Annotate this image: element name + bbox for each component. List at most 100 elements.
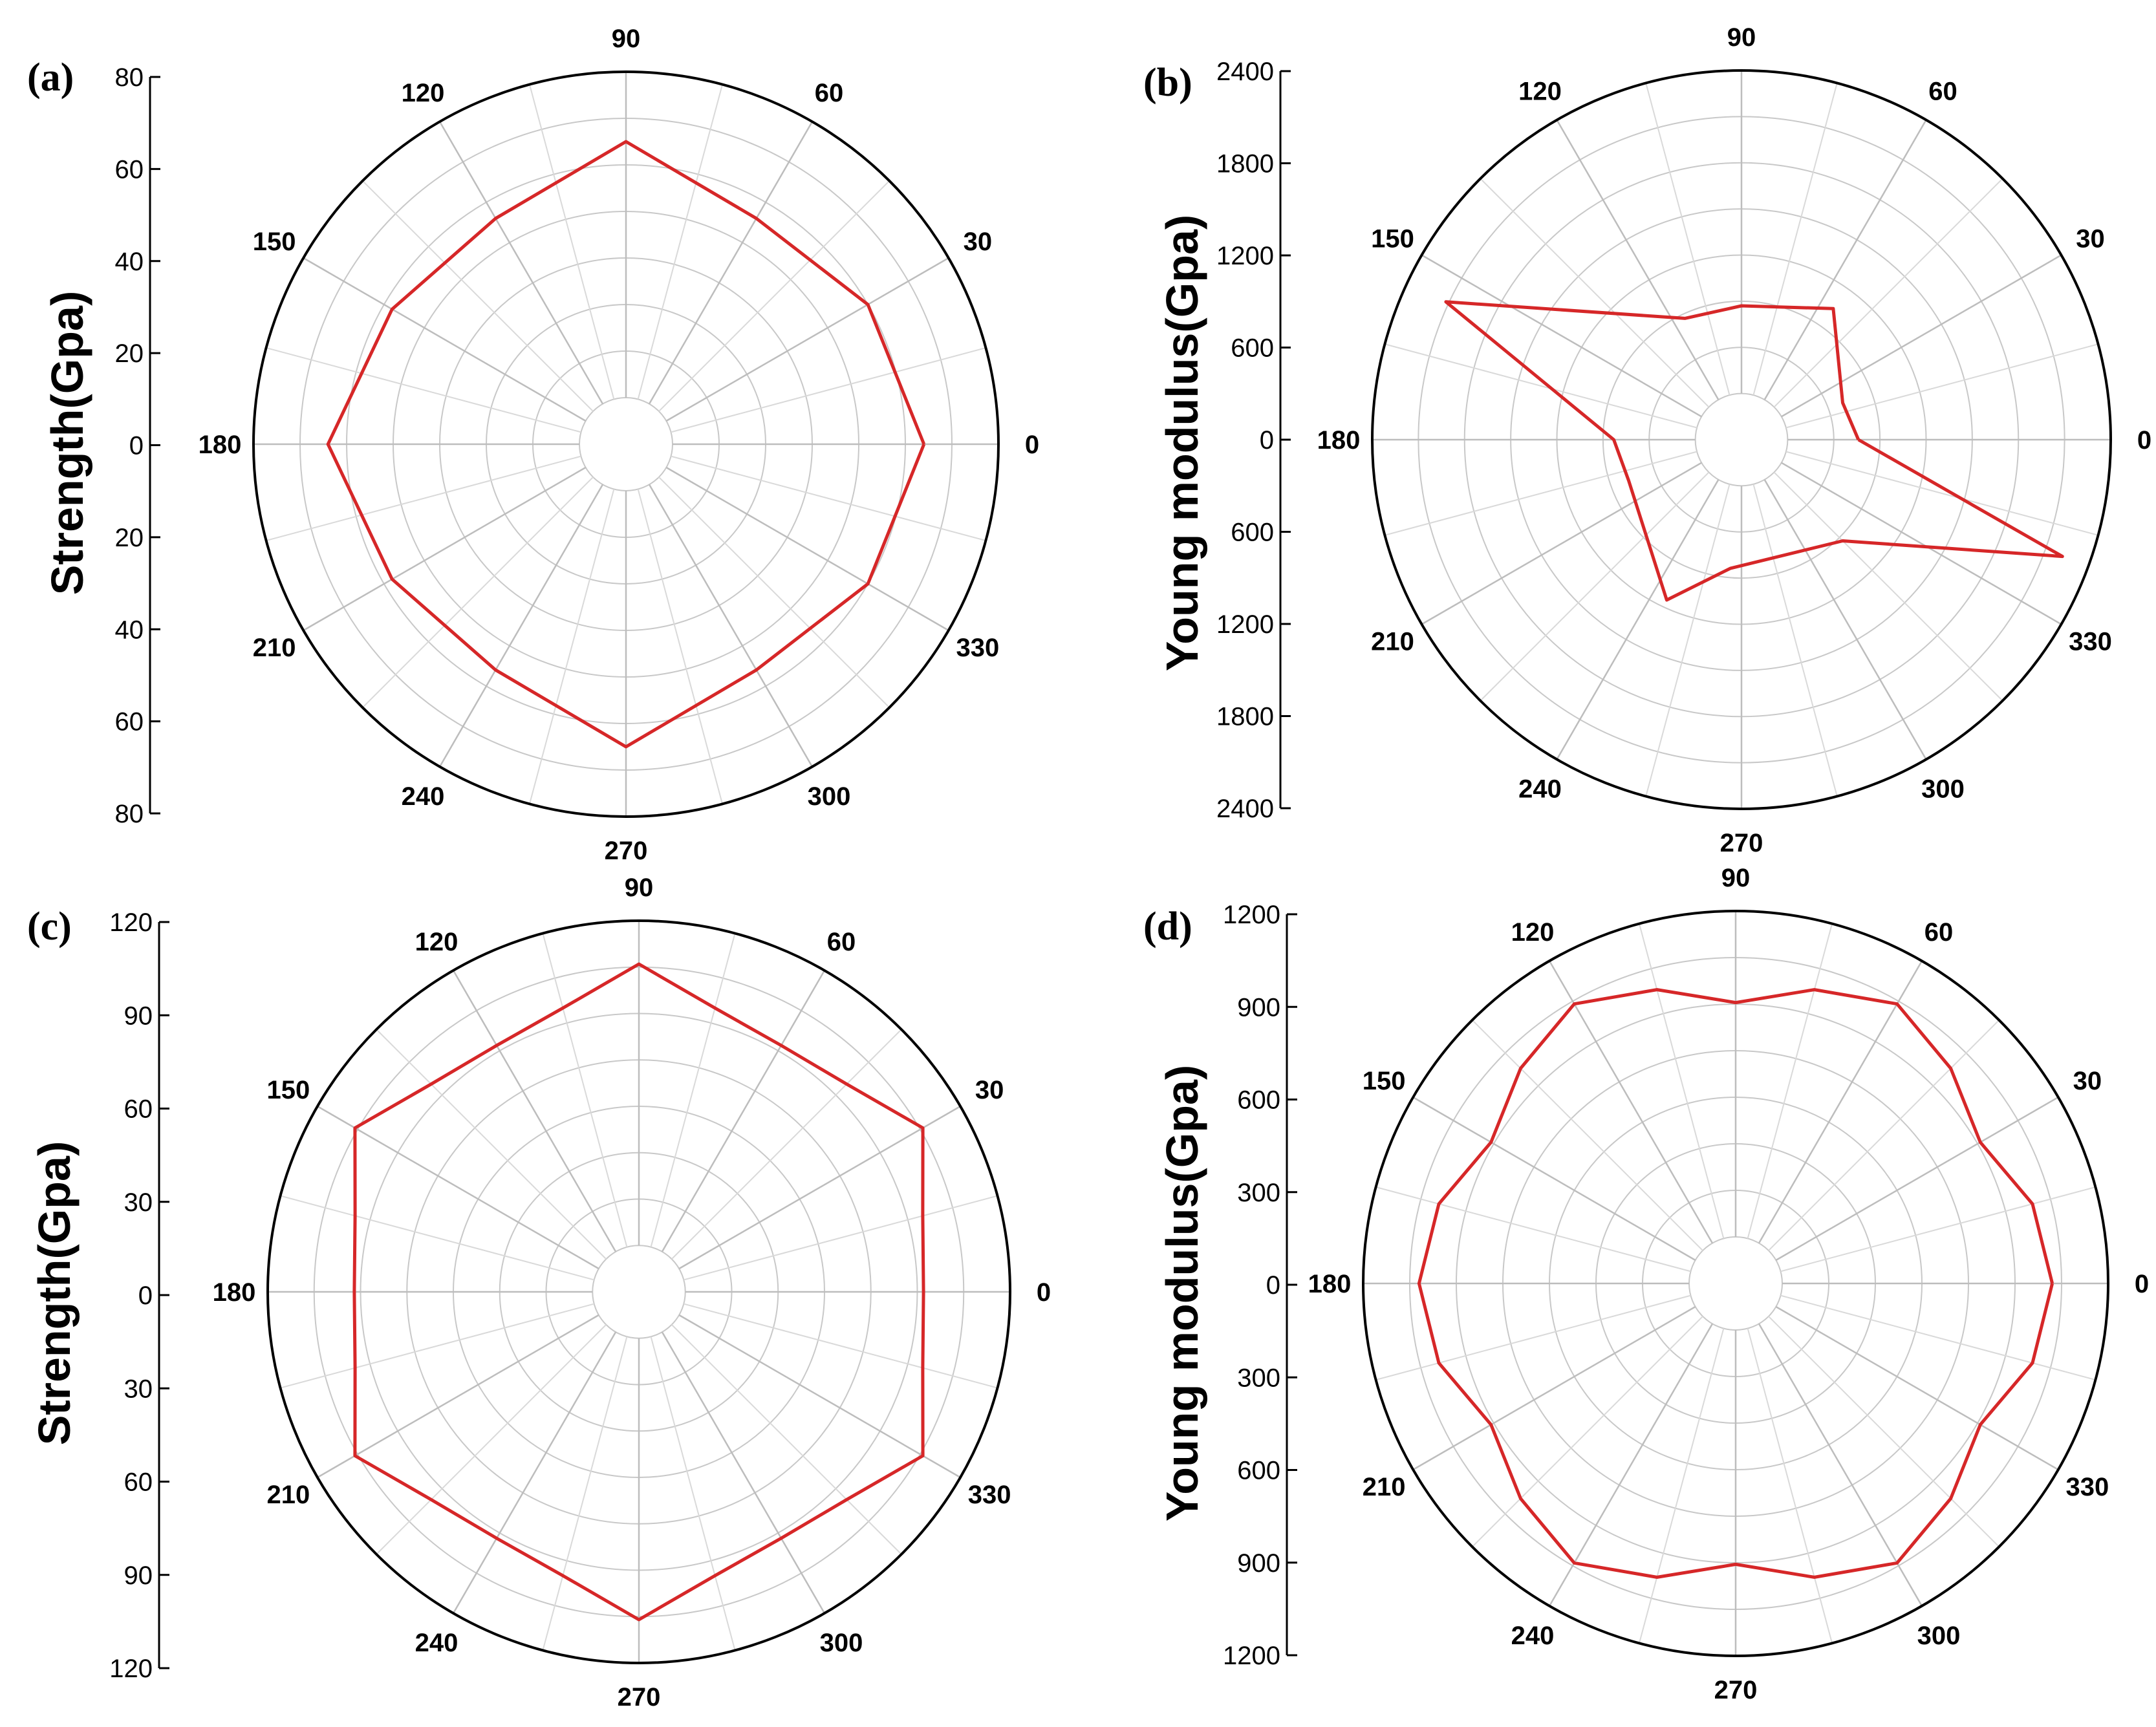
radial-tick-label: 300 <box>1237 1364 1280 1392</box>
panel-d-ylabel: Young modulus(Gpa) <box>1157 1065 1207 1521</box>
panel-b: (b) Young modulus(Gpa) 0 30 60 90 120 150 180 2… <box>1143 23 2151 857</box>
spoke-line-minor <box>1752 83 1838 396</box>
spoke-line-minor <box>528 84 615 400</box>
spoke-line-minor <box>684 1303 998 1389</box>
spoke-line-minor <box>1385 451 1698 536</box>
spoke-line-major <box>1412 1096 1696 1261</box>
spoke-line-minor <box>1773 178 2003 408</box>
panel-d-label: (d) <box>1143 905 1192 949</box>
panel-c-ylabel: Strength(Gpa) <box>29 1141 80 1446</box>
panel-c-label: (c) <box>27 905 72 949</box>
spoke-line-major <box>1421 254 1702 418</box>
radial-tick-label: 90 <box>124 1002 153 1030</box>
radial-tick-label: 30 <box>124 1375 153 1403</box>
spoke-line-major <box>1556 119 1719 400</box>
angle-label: 210 <box>253 634 296 662</box>
spoke-line-minor <box>1480 178 1710 408</box>
spoke-line-major <box>452 970 617 1252</box>
spoke-line-major <box>661 970 826 1252</box>
spoke-line-minor <box>1645 83 1730 396</box>
spoke-line-minor <box>542 933 628 1247</box>
spoke-line-minor <box>1471 1316 1703 1548</box>
radial-tick-label: 900 <box>1237 1549 1280 1578</box>
spoke-line-minor <box>280 1303 594 1389</box>
angle-label: 210 <box>1371 628 1414 656</box>
spoke-line-minor <box>1375 1186 1691 1272</box>
spoke-line-major <box>1758 1323 1923 1607</box>
spoke-line-minor <box>1747 1328 1833 1644</box>
angle-label: 180 <box>199 431 242 459</box>
radial-tick-label: 300 <box>1237 1179 1280 1207</box>
spoke-line-major <box>303 466 587 632</box>
radial-tick-label: 30 <box>124 1188 153 1217</box>
spoke-line-major <box>1548 960 1714 1244</box>
spoke-line-major <box>678 1105 961 1270</box>
angle-label: 270 <box>605 837 648 865</box>
angle-label: 90 <box>612 25 641 53</box>
outer-circle <box>252 70 1000 818</box>
spoke-line-minor <box>671 1029 902 1260</box>
radial-tick-label: 120 <box>109 1655 153 1683</box>
spoke-line-minor <box>1780 1294 2096 1381</box>
spoke-line-major <box>1758 960 1923 1244</box>
angle-label: 180 <box>1317 426 1361 455</box>
series-line <box>1444 300 2064 602</box>
angle-label: 240 <box>1511 1622 1555 1650</box>
angle-label: 90 <box>1727 23 1756 52</box>
spoke-line-major <box>665 257 949 422</box>
series-line <box>326 140 926 749</box>
spoke-line-minor <box>361 477 594 709</box>
spoke-line-minor <box>1768 1316 2000 1548</box>
angle-label: 270 <box>618 1683 661 1711</box>
angle-label: 120 <box>1511 918 1555 947</box>
radial-tick-label: 600 <box>1231 334 1274 363</box>
panel-d: (d) Young modulus(Gpa) 0 30 60 90 120 150 180 2… <box>1143 864 2149 1704</box>
spoke-line-major <box>1781 462 2062 625</box>
spoke-line-minor <box>1480 471 1710 702</box>
angle-label: 60 <box>815 79 844 107</box>
spoke-line-minor <box>637 489 724 804</box>
spoke-line-minor <box>266 455 581 542</box>
panel-a-label: (a) <box>27 56 74 100</box>
angle-label: 150 <box>253 228 296 256</box>
spoke-line-minor <box>1638 923 1725 1239</box>
spoke-line-minor <box>266 347 581 433</box>
angle-label: 210 <box>1363 1473 1406 1501</box>
spoke-line-minor <box>1785 451 2098 536</box>
angle-label: 30 <box>964 228 993 256</box>
spoke-line-minor <box>280 1195 594 1281</box>
radial-tick-label: 60 <box>124 1095 153 1124</box>
panel-c: (c) Strength(Gpa) 0 30 60 90 120 150 180 210 240… <box>27 874 1051 1711</box>
spoke-line-major <box>1763 119 1927 400</box>
spoke-line-major <box>1412 1305 1696 1471</box>
angle-label: 150 <box>1371 225 1414 253</box>
spoke-line-minor <box>650 933 736 1247</box>
spoke-line-minor <box>1773 471 2003 702</box>
spoke-line-minor <box>1780 1186 2096 1272</box>
angle-label: 270 <box>1714 1676 1758 1704</box>
radial-tick-label: 1800 <box>1216 703 1274 731</box>
spoke-line-minor <box>1747 923 1833 1239</box>
spoke-line-major <box>1775 1305 2059 1471</box>
radial-tick-label: 20 <box>115 524 144 552</box>
angle-label: 120 <box>402 79 445 107</box>
spoke-line-minor <box>528 489 615 804</box>
radial-tick-label: 1200 <box>1223 901 1280 929</box>
radial-tick-label: 1800 <box>1216 150 1274 178</box>
spoke-line-minor <box>1768 1019 2000 1251</box>
angle-label: 0 <box>1025 431 1039 459</box>
radial-tick-label: 80 <box>115 800 144 828</box>
angle-label: 30 <box>975 1076 1004 1104</box>
spoke-line-major <box>1781 254 2062 418</box>
radial-tick-label: 2400 <box>1216 795 1274 823</box>
radial-tick-label: 1200 <box>1223 1642 1280 1670</box>
spoke-line-minor <box>1638 1328 1725 1644</box>
spoke-line-major <box>661 1331 826 1614</box>
angle-label: 60 <box>1924 918 1954 947</box>
spoke-line-major <box>1763 479 1927 760</box>
angle-label: 330 <box>2069 628 2112 656</box>
spoke-line-minor <box>1471 1019 1703 1251</box>
angle-label: 270 <box>1720 829 1763 857</box>
angle-label: 120 <box>415 928 458 956</box>
